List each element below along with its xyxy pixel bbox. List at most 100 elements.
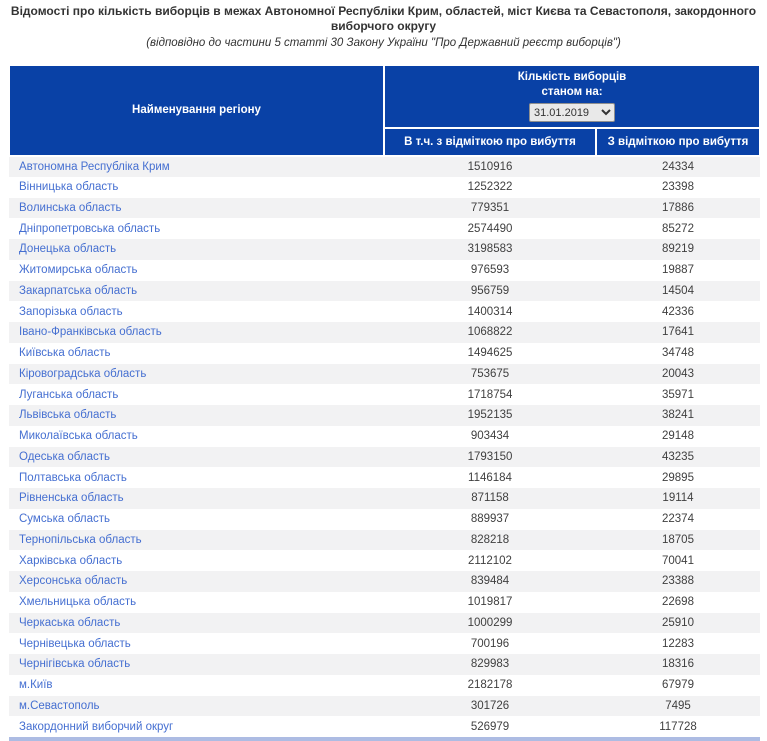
- page-title: Відомості про кількість виборців в межах…: [10, 4, 757, 33]
- region-cell: Вінницька область: [9, 177, 384, 198]
- region-link[interactable]: м.Київ: [19, 679, 53, 692]
- region-cell: Донецька область: [9, 239, 384, 260]
- region-link[interactable]: Черкаська область: [19, 616, 121, 629]
- region-cell: м.Київ: [9, 675, 384, 696]
- region-link[interactable]: Львівська область: [19, 409, 117, 422]
- date-select[interactable]: 31.01.2019: [529, 103, 615, 122]
- region-cell: Волинська область: [9, 198, 384, 219]
- departed-count: 7495: [665, 699, 691, 712]
- departed-count: 22698: [662, 596, 694, 609]
- table-row: Київська область 1494625 34748: [9, 342, 760, 364]
- page-subtitle: (відповідно до частини 5 статті 30 Закон…: [146, 37, 621, 49]
- voters-count: 871158: [471, 492, 509, 505]
- voters-count: 976593: [470, 264, 510, 277]
- table-row: Луганська область 1718754 35971: [9, 384, 760, 405]
- voters-count: 1019817: [467, 596, 513, 609]
- departed-count: 89219: [662, 243, 694, 256]
- column-header-region: Найменування регіону: [8, 64, 385, 157]
- table-row: м.Київ 2182178 67979: [9, 674, 760, 696]
- region-link[interactable]: Вінницька область: [19, 181, 119, 194]
- departed-count: 117728: [659, 720, 697, 733]
- region-link[interactable]: Херсонська область: [19, 575, 128, 588]
- region-cell: Хмельницька область: [9, 592, 384, 613]
- region-link[interactable]: Миколаївська область: [19, 430, 138, 443]
- departed-count: 18316: [662, 658, 694, 671]
- region-link[interactable]: Чернівецька область: [19, 637, 131, 650]
- region-link[interactable]: Кіровоградська область: [19, 367, 147, 380]
- departed-count: 17641: [662, 326, 694, 339]
- table-row: Дніпропетровська область 2574490 85272: [9, 218, 760, 239]
- departed-count: 24334: [662, 160, 694, 173]
- table-row: Автономна Республіка Крим 1510916 24334: [9, 156, 760, 177]
- table-row: Сумська область 889937 22374: [9, 508, 760, 530]
- departed-count: 14504: [662, 284, 694, 297]
- table-row: Полтавська область 1146184 29895: [9, 467, 760, 488]
- region-cell: Закордонний виборчий округ: [9, 716, 384, 737]
- table-header: Найменування регіону Кількість виборців …: [8, 64, 761, 157]
- page: Відомості про кількість виборців в межах…: [0, 4, 767, 741]
- table-row: Донецька область 3198583 89219: [9, 239, 760, 260]
- count-header-line1: Кількість виборців: [517, 71, 627, 83]
- voters-count: 753675: [470, 367, 510, 380]
- region-link[interactable]: Закордонний виборчий округ: [19, 720, 174, 733]
- voters-count: 301726: [470, 699, 510, 712]
- region-link[interactable]: Волинська область: [19, 201, 122, 214]
- voters-count: 829983: [470, 658, 510, 671]
- region-link[interactable]: Київська область: [19, 347, 111, 360]
- departed-count: 85272: [662, 222, 694, 235]
- region-link[interactable]: Рівненська область: [19, 492, 124, 505]
- table-body: Автономна Республіка Крим 1510916 24334 …: [9, 156, 760, 737]
- table-row: Івано-Франківська область 1068822 17641: [9, 322, 760, 343]
- voters-count: 526979: [470, 720, 510, 733]
- region-link[interactable]: Закарпатська область: [19, 284, 138, 297]
- table-row: Вінницька область 1252322 23398: [9, 176, 760, 198]
- voters-count: 2112102: [468, 554, 512, 567]
- region-link[interactable]: Хмельницька область: [19, 596, 137, 609]
- voters-count: 1952135: [467, 409, 513, 422]
- region-link[interactable]: Автономна Республіка Крим: [19, 160, 170, 173]
- departed-count: 70041: [662, 554, 694, 567]
- voters-count: 1793150: [467, 450, 513, 463]
- count-header-line2: станом на:: [541, 86, 603, 98]
- region-cell: Черкаська область: [9, 613, 384, 634]
- region-cell: Запорізька область: [9, 301, 384, 322]
- region-cell: Житомирська область: [9, 260, 384, 281]
- region-cell: Львівська область: [9, 405, 384, 426]
- region-link[interactable]: Чернігівська область: [19, 658, 131, 671]
- departed-count: 29148: [662, 430, 694, 443]
- table-row: Херсонська область 839484 23388: [9, 571, 760, 592]
- table-row: Одеська область 1793150 43235: [9, 446, 760, 468]
- voters-count: 1252322: [467, 181, 513, 194]
- region-cell: Сумська область: [9, 509, 384, 530]
- region-link[interactable]: Харківська область: [19, 554, 123, 567]
- region-link[interactable]: Полтавська область: [19, 471, 127, 484]
- departed-count: 43235: [662, 450, 694, 463]
- table-row: Закарпатська область 956759 14504: [9, 280, 760, 302]
- region-link[interactable]: Житомирська область: [19, 264, 138, 277]
- voters-count: 889937: [470, 513, 510, 526]
- region-link[interactable]: Івано-Франківська область: [19, 326, 162, 339]
- region-link[interactable]: Тернопільська область: [19, 533, 142, 546]
- region-link[interactable]: Сумська область: [19, 513, 111, 526]
- table-row: Закордонний виборчий округ 526979 117728: [9, 716, 760, 737]
- region-link[interactable]: Донецька область: [19, 243, 117, 256]
- voters-count: 956759: [470, 284, 510, 297]
- voters-count: 700196: [470, 637, 510, 650]
- region-link[interactable]: Запорізька область: [19, 305, 123, 318]
- voters-count: 3198583: [467, 243, 513, 256]
- region-link[interactable]: м.Севастополь: [19, 699, 100, 712]
- region-link[interactable]: Дніпропетровська область: [19, 222, 161, 235]
- total-row: Всього 35582184 991789: [9, 737, 760, 741]
- region-link[interactable]: Луганська область: [19, 388, 119, 401]
- region-cell: Миколаївська область: [9, 426, 384, 447]
- departed-count: 23398: [662, 181, 694, 194]
- voters-table: Найменування регіону Кількість виборців …: [8, 64, 761, 741]
- voters-count: 1494625: [467, 347, 513, 360]
- departed-count: 38241: [662, 409, 694, 422]
- region-link[interactable]: Одеська область: [19, 450, 110, 463]
- region-cell: Херсонська область: [9, 571, 384, 592]
- region-cell: Луганська область: [9, 384, 384, 405]
- voters-count: 779351: [470, 201, 510, 214]
- voters-count: 1400314: [467, 305, 513, 318]
- departed-count: 67979: [662, 679, 694, 692]
